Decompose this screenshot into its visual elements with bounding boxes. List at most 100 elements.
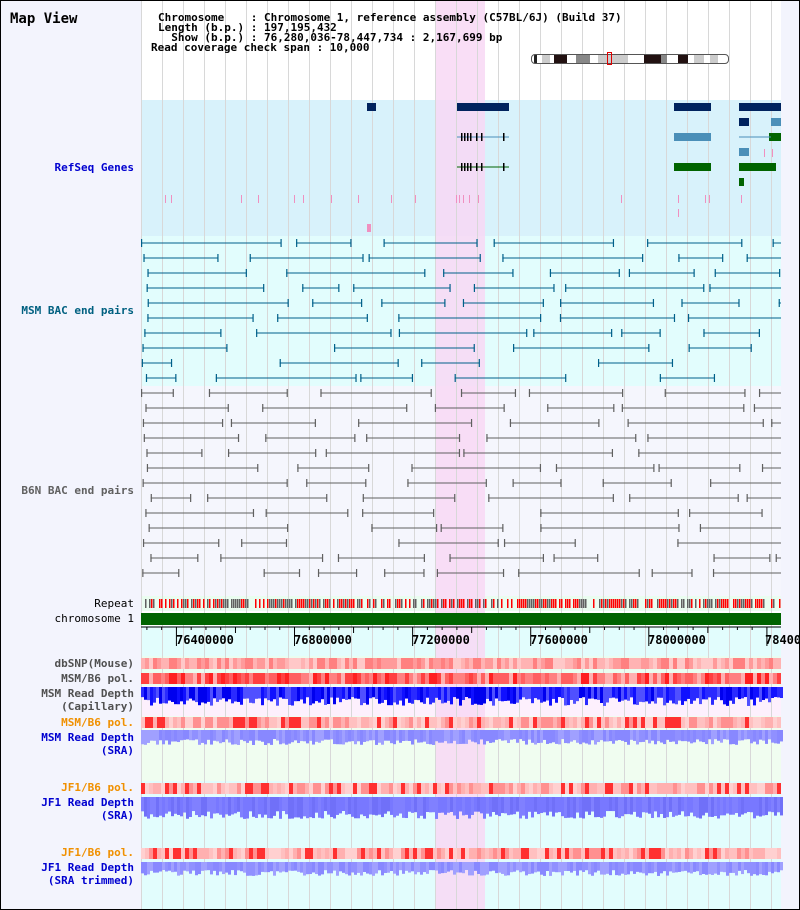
msm-cap-depth-bar — [387, 687, 390, 706]
dbsnp-cell — [641, 658, 645, 669]
jf1-trim-depth-bar — [603, 862, 606, 875]
msm-cap-depth-bar — [549, 687, 552, 706]
msm-sra-depth-bar — [306, 730, 309, 744]
jf1-b6-pol-cell — [585, 848, 589, 859]
msm-b6-pol-cell — [361, 673, 365, 684]
refseq-gene — [674, 133, 711, 141]
jf1-sra-depth-bar — [210, 797, 213, 819]
repeat-element — [575, 599, 577, 608]
jf1-trim-depth-bar — [273, 862, 276, 876]
jf1-sra-depth-bar — [522, 797, 525, 816]
jf1-trim-depth-bar — [486, 862, 489, 875]
jf1-sra-depth-bar — [198, 797, 201, 818]
chromosome-ideogram[interactable] — [531, 54, 729, 64]
msm-b6-pol-cell — [545, 673, 549, 684]
msm-b6-pol-cell — [545, 717, 549, 728]
msm-sra-depth-bar — [531, 730, 534, 743]
msm-b6-pol-cell — [749, 673, 753, 684]
msm-cap-depth-bar — [375, 687, 378, 700]
jf1-b6-pol-cell — [633, 783, 637, 794]
jf1-sra-depth-bar — [279, 797, 282, 819]
dbsnp-cell — [497, 658, 501, 669]
repeat-element — [387, 599, 389, 608]
jf1-trim-depth-bar — [168, 862, 171, 871]
b6n-bac-pair-end — [145, 404, 147, 412]
jf1-b6-pol-cell — [681, 848, 685, 859]
jf1-trim-depth-bar — [423, 862, 426, 873]
msm-b6-pol-cell — [437, 717, 441, 728]
jf1-b6-pol-cell — [497, 783, 501, 794]
repeat-element — [375, 599, 377, 608]
repeat-element — [541, 599, 543, 608]
jf1-sra-depth-bar — [219, 797, 222, 815]
repeat-element — [629, 599, 631, 608]
msm-b6-pol-cell — [285, 673, 289, 684]
jf1-b6-pol-cell — [261, 783, 265, 794]
refseq-feature-tick — [621, 195, 622, 203]
jf1-sra-depth-bar — [504, 797, 507, 814]
jf1-trim-depth-bar — [609, 862, 612, 876]
jf1-trim-depth-bar — [624, 862, 627, 875]
jf1-sra-depth-bar — [309, 797, 312, 818]
msm-b6-pol-cell — [629, 717, 633, 728]
dbsnp-cell — [725, 658, 729, 669]
msm-b6-pol-cell — [309, 717, 313, 728]
jf1-b6-pol-cell — [665, 848, 669, 859]
msm-b6-pol-cell — [589, 673, 593, 684]
msm-bac-pair-end — [263, 284, 265, 292]
msm-bac-pair-end — [779, 269, 781, 277]
msm-b6-pol-cell — [661, 717, 665, 728]
msm-b6-pol-cell — [301, 673, 305, 684]
msm-cap-depth-bar — [150, 687, 153, 706]
repeat-element — [289, 599, 291, 608]
msm-sra-depth-bar — [189, 730, 192, 741]
msm-sra-depth-bar — [177, 730, 180, 743]
repeat-element — [739, 599, 741, 608]
msm-bac-pair-end — [746, 254, 748, 262]
jf1-b6-pol-cell — [529, 848, 533, 859]
jf1-sra-depth-bar — [636, 797, 639, 817]
refseq-exon — [503, 163, 505, 171]
jf1-sra-depth-bar — [387, 797, 390, 812]
msm-bac-pair-end — [612, 239, 615, 247]
refseq-feature-tick — [709, 195, 710, 203]
b6n-bac-pair-end — [621, 404, 623, 412]
msm-b6-pol-cell — [541, 673, 545, 684]
msm-sra-depth-bar — [351, 730, 354, 742]
msm-b6-pol-cell — [677, 717, 681, 728]
jf1-trim-depth-bar — [351, 862, 354, 873]
msm-sra-depth-bar — [192, 730, 195, 741]
b6n-bac-pair-end — [190, 494, 192, 502]
dbsnp-cell — [417, 658, 421, 669]
msm-cap-depth-bar — [324, 687, 327, 705]
jf1-b6-pol-cell — [381, 783, 385, 794]
msm-sra-depth-bar — [618, 730, 621, 741]
repeat-element — [737, 599, 739, 608]
dbsnp-cell — [321, 658, 325, 669]
dbsnp-cell — [157, 658, 161, 669]
jf1-trim-depth-bar — [357, 862, 360, 873]
msm-sra-depth-bar — [588, 730, 591, 745]
msm-bac-pair-end — [687, 314, 690, 322]
grid-line — [435, 1, 436, 909]
jf1-b6-pol-cell — [689, 783, 693, 794]
msm-b6-pol-cell — [305, 673, 309, 684]
msm-sra-depth-bar — [714, 730, 717, 740]
msm-sra-depth-bar — [468, 730, 471, 740]
jf1-sra-depth-bar — [297, 797, 300, 818]
refseq-exon — [481, 163, 483, 171]
repeat-element — [673, 599, 675, 608]
msm-sra-depth-bar — [696, 730, 699, 740]
msm-b6-pol-cell — [289, 673, 293, 684]
b6n-bac-pair-end — [597, 554, 599, 562]
repeat-element — [397, 599, 399, 608]
jf1-b6-pol-cell — [689, 848, 693, 859]
dbsnp-cell — [381, 658, 385, 669]
jf1-sra-depth-bar — [324, 797, 327, 812]
msm-b6-pol-cell — [221, 673, 225, 684]
jf1-trim-depth-bar — [156, 862, 159, 873]
msm-b6-pol-cell — [341, 673, 345, 684]
msm-b6-pol-cell — [477, 717, 481, 728]
jf1-b6-pol-cell — [173, 783, 177, 794]
